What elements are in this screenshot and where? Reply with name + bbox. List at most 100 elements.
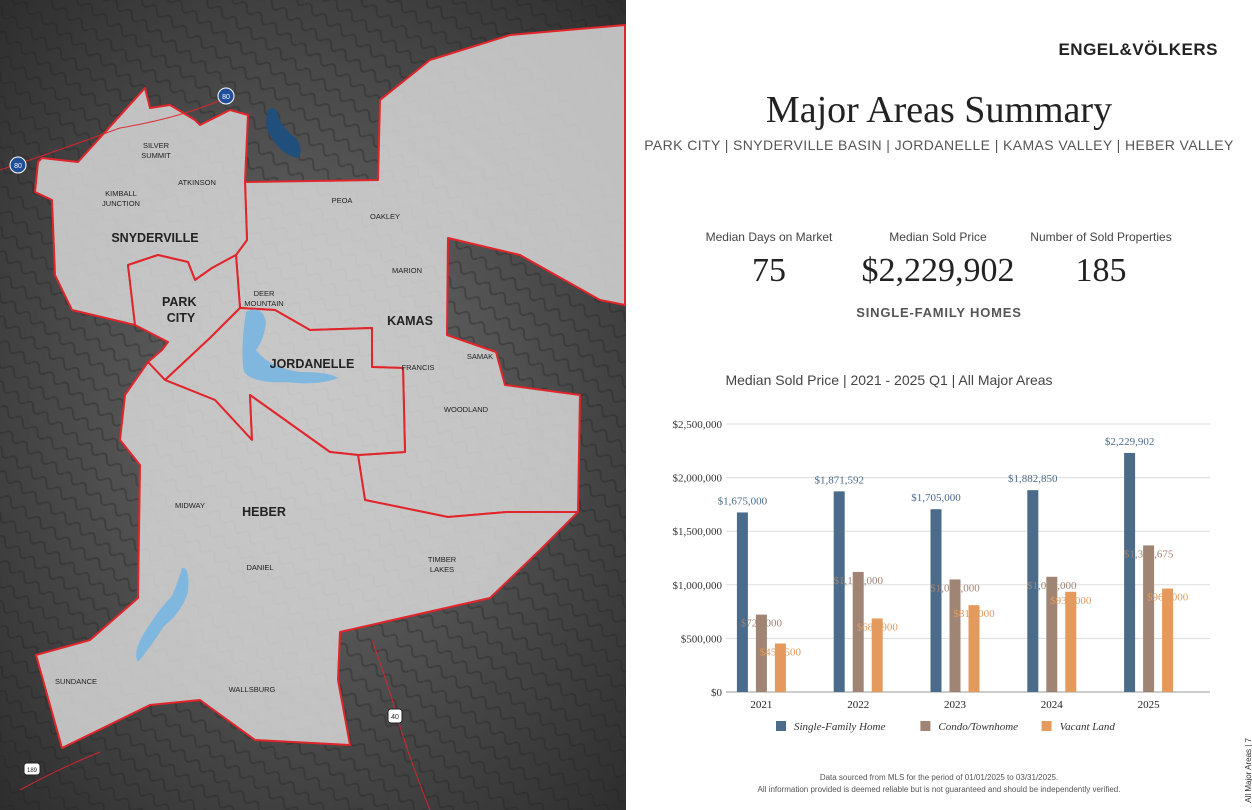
legend-swatch: [776, 721, 786, 731]
data-label: $810,000: [953, 608, 995, 620]
shield-label: 40: [391, 714, 399, 721]
y-tick-label: $2,000,000: [673, 473, 723, 485]
bar-single-family-home: [1027, 490, 1039, 692]
stat-value: $2,229,902: [861, 252, 1015, 289]
summary-panel: ENGEL&VÖLKERS Major Areas Summary PARK C…: [626, 0, 1252, 810]
bar-single-family-home: [833, 491, 845, 692]
place-label-deer-mountain: DEER MOUNTAIN: [244, 289, 283, 308]
area-label-kamas: KAMAS: [387, 314, 433, 328]
x-tick-label: 2023: [944, 699, 967, 711]
place-label-woodland: WOODLAND: [444, 405, 489, 414]
stat-label: Median Sold Price: [889, 230, 987, 244]
bar-single-family-home: [736, 512, 748, 692]
place-label-midway: MIDWAY: [175, 501, 205, 510]
stats-caption: SINGLE-FAMILY HOMES: [856, 305, 1022, 320]
place-label-francis: FRANCIS: [402, 363, 435, 372]
bar-condo-townhome: [1046, 576, 1058, 692]
bar-vacant-land: [774, 643, 786, 692]
region-heber: [35, 361, 579, 749]
x-tick-label: 2021: [750, 699, 772, 711]
place-label-peoa: PEOA: [332, 196, 353, 205]
place-label-samak: SAMAK: [467, 352, 493, 361]
x-tick-label: 2022: [847, 699, 869, 711]
bar-single-family-home: [1124, 452, 1136, 692]
legend-swatch: [920, 721, 931, 731]
place-label-silver-summit: SILVER SUMMIT: [141, 141, 171, 160]
data-label: $2,229,902: [1105, 436, 1155, 448]
data-label: $1,050,000: [930, 582, 980, 594]
data-label: $1,075,000: [1027, 580, 1077, 592]
area-map: 80 80 40 189 SNYDERVILLE PARK CITY JORDA…: [0, 0, 626, 810]
data-label: $1,675,000: [718, 495, 768, 507]
place-label-daniel: DANIEL: [246, 563, 273, 572]
bar-vacant-land: [968, 605, 980, 692]
stat-value: 185: [1075, 252, 1127, 289]
area-label-heber: HEBER: [242, 505, 286, 519]
page-subtitle: PARK CITY | SNYDERVILLE BASIN | JORDANEL…: [644, 137, 1234, 153]
lake-rockport: [266, 108, 301, 158]
y-tick-label: $1,000,000: [673, 580, 723, 592]
road-i80: [0, 97, 227, 171]
stat-label: Median Days on Market: [705, 230, 833, 244]
data-label: $1,120,000: [833, 575, 883, 587]
place-label-marion: MARION: [392, 266, 422, 275]
data-label: $965,000: [1147, 592, 1189, 604]
legend-label: Condo/Townhome: [938, 721, 1018, 733]
data-label: $935,000: [1050, 595, 1092, 607]
data-label: $722,000: [741, 618, 783, 630]
area-label-park-city: PARK CITY: [162, 295, 200, 325]
bar-condo-townhome: [852, 571, 864, 692]
bar-vacant-land: [1065, 591, 1077, 692]
data-label: $1,871,592: [814, 474, 864, 486]
footer-line-1: Data sourced from MLS for the period of …: [819, 773, 1059, 782]
stat-sold-count: Number of Sold Properties 185: [1001, 230, 1201, 290]
road-us189: [19, 751, 101, 791]
bar-vacant-land: [871, 618, 883, 692]
shield-label: 80: [14, 163, 22, 170]
highway-shield-i80-north: 80: [217, 87, 235, 105]
footer-line-2: All information provided is deemed relia…: [757, 785, 1121, 794]
place-label-atkinson: ATKINSON: [178, 178, 216, 187]
bar-vacant-land: [1162, 588, 1174, 692]
place-label-oakley: OAKLEY: [370, 212, 400, 221]
area-label-snyderville: SNYDERVILLE: [111, 231, 198, 245]
shield-label: 80: [222, 94, 230, 101]
area-label-park-city-line1: PARK: [162, 295, 197, 309]
data-label: $452,500: [760, 646, 802, 658]
stat-value: 75: [752, 252, 786, 289]
y-tick-label: $2,500,000: [673, 419, 723, 431]
y-tick-label: $1,500,000: [673, 526, 723, 538]
footer-disclaimer: Data sourced from MLS for the period of …: [626, 772, 1252, 796]
highway-shield-us40: 40: [387, 708, 403, 724]
lake-jordanelle: [242, 309, 338, 384]
bar-condo-townhome: [755, 614, 767, 692]
bar-chart: $0 $500,000 $1,000,000 $1,500,000 $2,000,000…: [673, 419, 1210, 733]
region-snyderville: [34, 87, 249, 326]
stat-median-days: Median Days on Market 75: [669, 230, 869, 290]
place-label-kimball-junction: KIMBALL JUNCTION: [102, 189, 140, 208]
stat-median-price: Median Sold Price $2,229,902: [838, 230, 1038, 290]
data-label: $1,882,850: [1008, 473, 1058, 485]
highway-shields: 80 80 40 189: [9, 87, 403, 776]
brand-logo: ENGEL&VÖLKERS: [1058, 40, 1218, 59]
place-label-sundance: SUNDANCE: [55, 677, 97, 686]
map-svg: 80 80 40 189 SNYDERVILLE PARK CITY JORDA…: [0, 0, 626, 810]
area-label-park-city-line2: CITY: [167, 311, 196, 325]
x-tick-label: 2025: [1138, 699, 1161, 711]
data-label: $1,705,000: [911, 492, 961, 504]
place-label-timber-lakes: TIMBER LAKES: [428, 555, 457, 574]
bar-condo-townhome: [949, 579, 961, 692]
area-label-jordanelle: JORDANELLE: [270, 357, 355, 371]
place-label-wallsburg: WALLSBURG: [229, 685, 276, 694]
y-tick-label: $0: [711, 687, 723, 699]
legend-swatch: [1041, 721, 1052, 731]
data-label: $1,367,675: [1124, 548, 1174, 560]
shield-label: 189: [27, 768, 38, 774]
chart-title: Median Sold Price | 2021 - 2025 Q1 | All…: [725, 372, 1053, 388]
x-tick-label: 2024: [1041, 699, 1064, 711]
legend-label: Vacant Land: [1060, 721, 1116, 733]
highway-shield-us189: 189: [23, 762, 41, 776]
lake-deer-creek: [136, 567, 189, 662]
legend-label: Single-Family Home: [794, 721, 885, 733]
bar-single-family-home: [930, 509, 942, 692]
